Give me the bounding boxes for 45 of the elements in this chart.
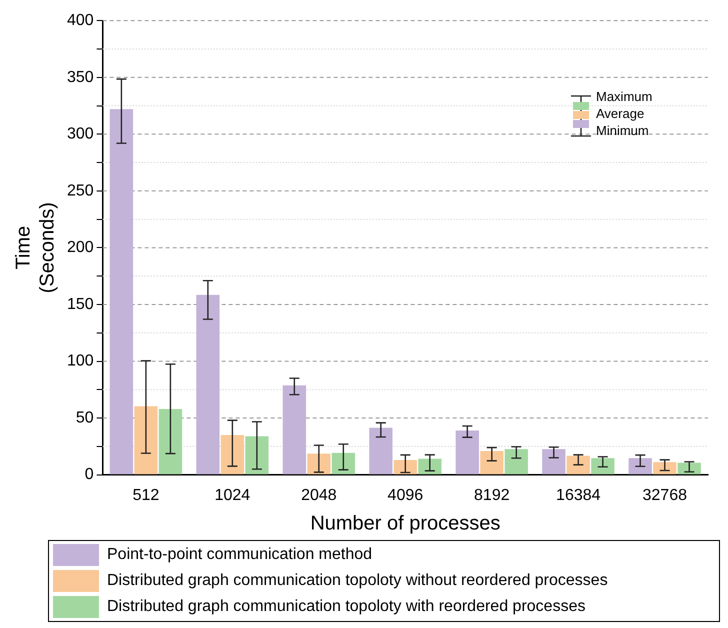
x-tick-label: 2048 xyxy=(301,486,337,504)
x-tick-label: 4096 xyxy=(388,486,424,504)
bar xyxy=(418,458,442,474)
bar xyxy=(332,452,356,474)
bar xyxy=(504,449,528,474)
bar xyxy=(196,294,220,474)
annotation: Maximum xyxy=(596,88,652,105)
bar xyxy=(456,430,479,474)
x-tick-label: 16384 xyxy=(556,486,601,504)
annotation: Minimum xyxy=(596,122,650,139)
y-tick-label: 200 xyxy=(66,239,94,256)
legend-label: Point-to-point communication method xyxy=(107,546,372,564)
bar xyxy=(394,460,417,474)
bar xyxy=(158,408,182,474)
annotation: Average xyxy=(596,105,646,122)
y-tick-label: 100 xyxy=(66,352,94,370)
y-tick-label: 250 xyxy=(66,182,94,200)
y-tick-label: 0 xyxy=(84,466,94,484)
x-tick-label: 512 xyxy=(132,486,160,504)
bar xyxy=(369,428,392,474)
bar xyxy=(220,435,244,474)
bar xyxy=(134,406,158,474)
bar xyxy=(110,109,134,474)
y-tick-label: 50 xyxy=(76,409,94,426)
bar xyxy=(566,456,590,474)
bar xyxy=(245,436,269,474)
legend-label: Distributed graph communication topoloty with reordered processes xyxy=(107,598,586,616)
legend-label: Distributed graph communication topoloty without reordered processes xyxy=(107,572,608,590)
bar xyxy=(653,462,676,474)
y-axis-title: Time (Seconds) xyxy=(12,202,59,294)
x-axis-title: Number of processes xyxy=(310,512,500,535)
x-tick-label: 32768 xyxy=(642,486,688,504)
x-tick-label: 1024 xyxy=(214,486,250,504)
y-tick-label: 300 xyxy=(66,126,94,143)
y-tick-label: 150 xyxy=(66,296,94,313)
bar xyxy=(542,449,566,474)
y-tick-label: 400 xyxy=(66,12,94,30)
bar xyxy=(480,450,504,474)
bar xyxy=(591,458,614,474)
bar xyxy=(678,462,701,474)
bar xyxy=(628,458,652,474)
x-tick-label: 8192 xyxy=(474,486,510,504)
y-tick-label: 350 xyxy=(66,68,94,86)
bar xyxy=(282,385,306,474)
bar xyxy=(307,454,331,474)
